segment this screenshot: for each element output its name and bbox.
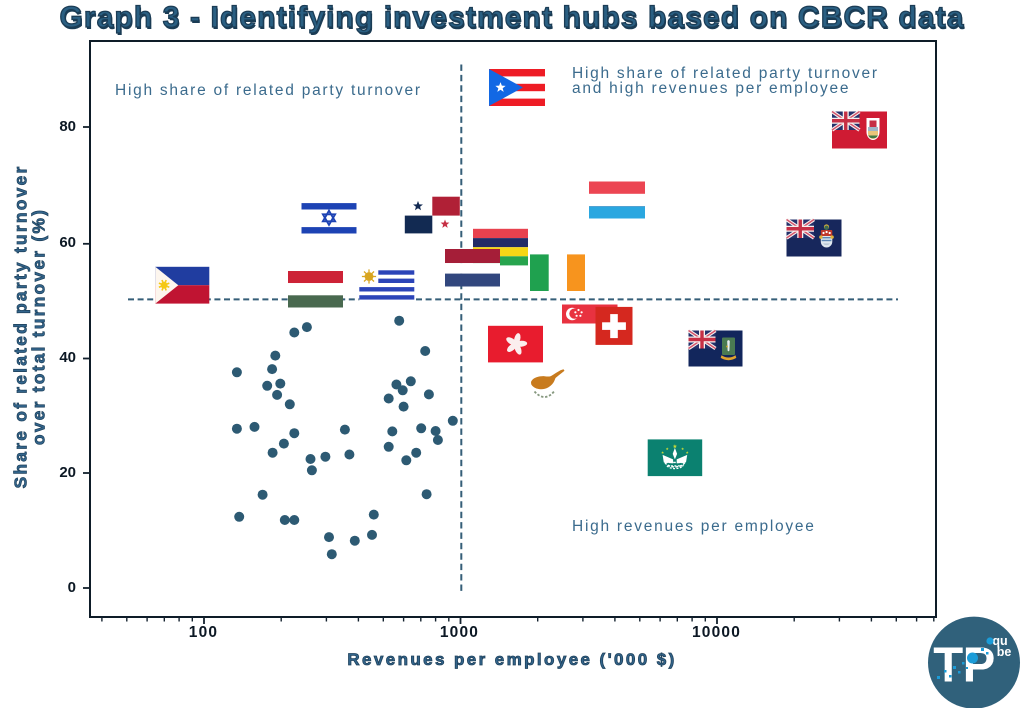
svg-text:TP: TP: [933, 639, 995, 693]
svg-text:be: be: [997, 645, 1012, 659]
svg-text:qu: qu: [992, 634, 1007, 648]
